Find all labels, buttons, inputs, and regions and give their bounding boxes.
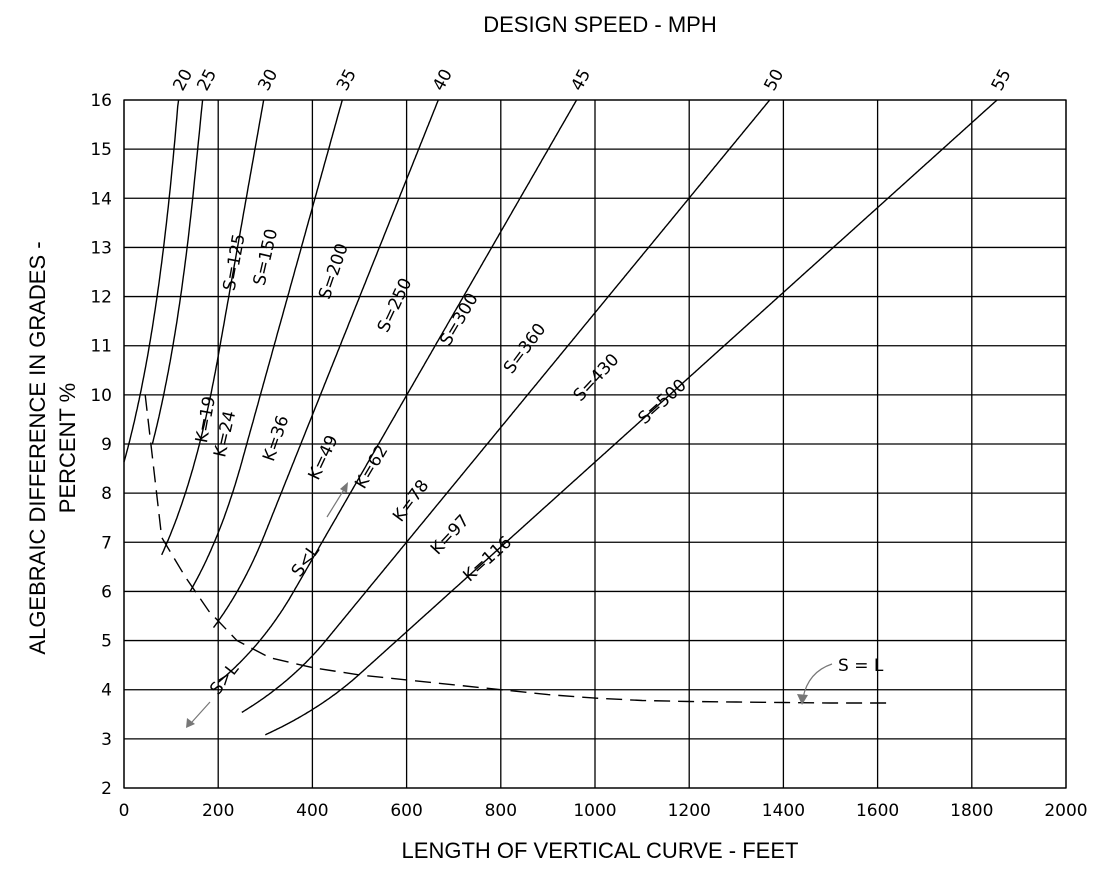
s-equals-l-boundary (144, 394, 887, 704)
y-tick-label: 8 (101, 484, 112, 504)
x-tick-label: 0 (119, 801, 130, 821)
y-tick-label: 7 (101, 533, 112, 553)
x-tick-label: 2000 (1044, 801, 1087, 821)
s-less-l-arrowhead (340, 482, 348, 493)
s-label: S=150 (250, 227, 282, 288)
annotations: S = LS<LS>L (186, 482, 884, 728)
x-tick-label: 1600 (856, 801, 899, 821)
chart-title: DESIGN SPEED - MPH (483, 12, 716, 37)
s-equals-l-curve (144, 394, 887, 704)
k-label: K=116 (460, 533, 516, 587)
y-tick-label: 5 (101, 632, 112, 652)
s-greater-l-arrow (191, 701, 211, 723)
s-label: S=360 (500, 320, 550, 378)
s-label: S=500 (634, 375, 690, 428)
y-tick-label: 16 (90, 91, 112, 111)
s-less-l-arrow (326, 487, 346, 518)
y-tick-label: 15 (90, 140, 112, 160)
x-tick-labels: 0 200 400 600 800 1000 1200 1400 1600 1800 2000 (119, 801, 1088, 821)
y-tick-label: 12 (90, 288, 112, 308)
s-label: S=430 (570, 350, 624, 406)
y-tick-label: 10 (90, 386, 112, 406)
x-tick-label: 1400 (762, 801, 805, 821)
s-label: S=300 (436, 290, 483, 350)
plot-frame (123, 99, 1067, 789)
speed-label: 50 (760, 66, 788, 94)
y-axis-label: ALGEBRAIC DIFFERENCE IN GRADES - PERCENT… (25, 241, 80, 654)
s-equals-l-arrowhead (797, 694, 808, 705)
speed-label: 20 (169, 66, 197, 94)
speed-label: 30 (254, 66, 282, 94)
x-tick-label: 600 (390, 801, 422, 821)
curve-labels: K=19S=125K=24S=150K=36S=200K=49S=250K=62… (192, 227, 691, 586)
speed-label: 45 (567, 66, 595, 94)
k-curve (151, 99, 204, 445)
y-tick-label: 14 (90, 189, 112, 209)
s-equals-l-arrow (802, 663, 833, 699)
y-tick-label: 11 (90, 337, 112, 357)
x-tick-label: 1800 (950, 801, 993, 821)
s-label: S=125 (220, 232, 250, 292)
speed-label: 55 (988, 66, 1016, 94)
k-label: K=49 (305, 432, 343, 483)
k-label: K=62 (351, 442, 392, 493)
y-tick-label: 6 (101, 582, 112, 602)
x-axis-label: LENGTH OF VERTICAL CURVE - FEET (402, 838, 799, 863)
k-curve (189, 99, 343, 593)
k-curve (212, 99, 439, 629)
y-tick-label: 3 (101, 730, 112, 750)
k-curves (123, 99, 998, 736)
s-label: S=250 (374, 275, 417, 336)
x-tick-label: 800 (485, 801, 517, 821)
y-tick-label: 13 (90, 238, 112, 258)
y-axis-label-line2: PERCENT % (55, 383, 80, 513)
y-tick-label: 9 (101, 435, 112, 455)
k-label: K=97 (427, 511, 474, 559)
s-greater-l-arrowhead (186, 718, 195, 728)
y-tick-labels: 2 3 4 5 6 7 8 9 10 11 12 13 14 15 16 (90, 91, 112, 799)
k-curve (265, 99, 998, 736)
x-tick-label: 1200 (668, 801, 711, 821)
speed-label: 40 (429, 66, 457, 94)
k-curve (123, 99, 180, 463)
y-tick-label: 2 (101, 779, 112, 799)
x-tick-label: 200 (202, 801, 234, 821)
s-label: S=200 (315, 241, 353, 302)
speed-label: 35 (333, 66, 361, 94)
grid (123, 99, 1067, 789)
x-tick-label: 1000 (573, 801, 616, 821)
k-curve (217, 99, 578, 683)
k-curve (241, 99, 771, 714)
k-curve (161, 99, 265, 556)
k-label: K=36 (259, 413, 293, 464)
s-equals-l-label: S = L (838, 656, 884, 676)
y-tick-label: 4 (101, 681, 112, 701)
speed-label: 25 (193, 66, 221, 94)
x-tick-label: 400 (296, 801, 328, 821)
y-axis-label-line1: ALGEBRAIC DIFFERENCE IN GRADES - (25, 241, 50, 654)
